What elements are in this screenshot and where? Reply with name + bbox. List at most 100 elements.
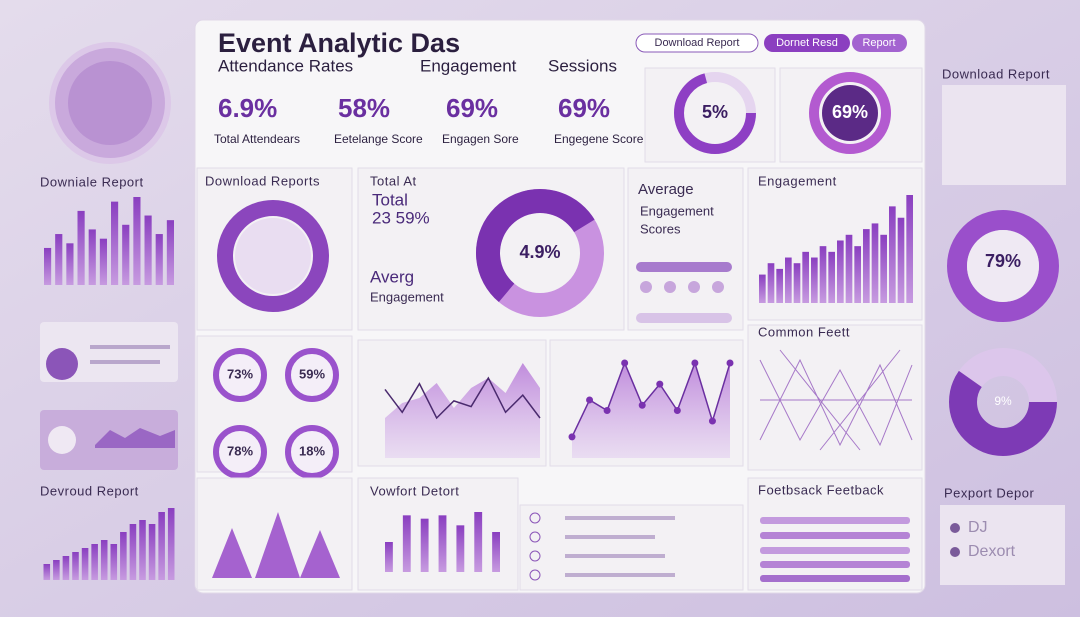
side-card [942, 85, 1066, 185]
panel-title: Engagement [640, 203, 714, 218]
bar [81, 548, 89, 580]
list-line [565, 535, 655, 539]
dot [688, 281, 700, 293]
panel-title: Scores [640, 221, 681, 236]
list-icon [529, 569, 541, 581]
feedback-bar [760, 561, 910, 568]
bar [759, 274, 766, 303]
bar [845, 234, 853, 303]
bar [53, 560, 60, 580]
list-line [565, 573, 675, 577]
total-label: Total [372, 190, 408, 209]
bar [863, 229, 870, 303]
item-icon [950, 523, 960, 533]
button[interactable] [635, 33, 759, 53]
bar [139, 520, 146, 580]
bar [166, 220, 174, 285]
point [586, 396, 594, 404]
ring-arc [213, 348, 267, 402]
kpi-label: Total Attendears [214, 132, 300, 146]
panel-title: Common Feett [758, 324, 850, 339]
ring-arc [285, 348, 339, 402]
bar [793, 263, 801, 303]
button-label[interactable]: Report [862, 37, 895, 49]
bar [77, 210, 85, 285]
ring-label: 5% [702, 102, 728, 122]
ring-label: 79% [985, 251, 1021, 271]
button[interactable] [852, 34, 907, 52]
side-icon [46, 348, 78, 380]
panel [357, 477, 519, 591]
bar [110, 544, 118, 580]
list-line [565, 516, 675, 520]
donut-label: 4.9% [519, 242, 560, 262]
tab[interactable]: Attendance Rates [218, 56, 353, 75]
point [673, 407, 681, 414]
panel-title: Total At [370, 173, 417, 188]
bar [91, 544, 98, 580]
bar [158, 512, 165, 580]
side-item[interactable]: Dexort [968, 543, 1016, 560]
bar [100, 540, 108, 580]
list [529, 512, 675, 581]
avg-sub: Engagement [370, 289, 444, 304]
side-item[interactable]: DJ [968, 519, 988, 536]
point [656, 380, 664, 388]
list-icon [529, 531, 541, 543]
ring-label: 69% [832, 102, 868, 122]
feedback-bar [760, 532, 910, 539]
button[interactable] [764, 34, 850, 52]
ring-center [822, 85, 878, 141]
tab[interactable]: Sessions [548, 56, 617, 75]
bar [155, 234, 163, 285]
panel-title: Engagement [758, 173, 837, 188]
ring-arc [217, 200, 329, 312]
button-label[interactable]: Download Report [655, 37, 740, 49]
point [621, 359, 629, 367]
side-title: Download Report [942, 66, 1050, 81]
button-label[interactable]: Dornet Resd [776, 37, 838, 49]
point [726, 359, 734, 367]
bar [43, 564, 51, 580]
bar [120, 532, 127, 580]
ring-arc [949, 348, 1057, 456]
ring-arc [213, 425, 267, 479]
ring-label: 73% [227, 366, 253, 381]
panel-title: Average [638, 181, 694, 198]
ring-label: 59% [299, 366, 325, 381]
ring-center [235, 218, 311, 294]
ring-label: 18% [299, 443, 325, 458]
ring-arc [947, 210, 1059, 322]
list-icon [529, 512, 541, 524]
bar [456, 525, 465, 572]
bar [88, 229, 96, 285]
bar [129, 524, 137, 580]
total-value: 23 59% [372, 208, 430, 227]
area [572, 363, 730, 458]
side-line [90, 360, 160, 364]
bar [122, 224, 130, 285]
bar [167, 508, 175, 580]
list-line [565, 554, 665, 558]
bar [889, 206, 896, 303]
dot [712, 281, 724, 293]
kpi-value: 6.9% [218, 93, 277, 123]
dot [664, 281, 676, 293]
tab[interactable]: Engagement [420, 56, 517, 75]
side-title: Devroud Report [40, 483, 139, 498]
bar [474, 512, 483, 572]
avg-title: Averg [370, 267, 414, 286]
kpi-value: 58% [338, 93, 390, 123]
bar [99, 238, 107, 285]
bar [802, 251, 809, 303]
point [638, 401, 646, 409]
feedback-bar [760, 575, 910, 582]
line [384, 376, 541, 420]
dot [640, 281, 652, 293]
ring-arc [809, 72, 891, 154]
ring-center [967, 230, 1039, 302]
point [603, 407, 611, 414]
bar [854, 246, 861, 303]
side-title: Pexport Depor [944, 485, 1034, 500]
bar [420, 518, 429, 572]
